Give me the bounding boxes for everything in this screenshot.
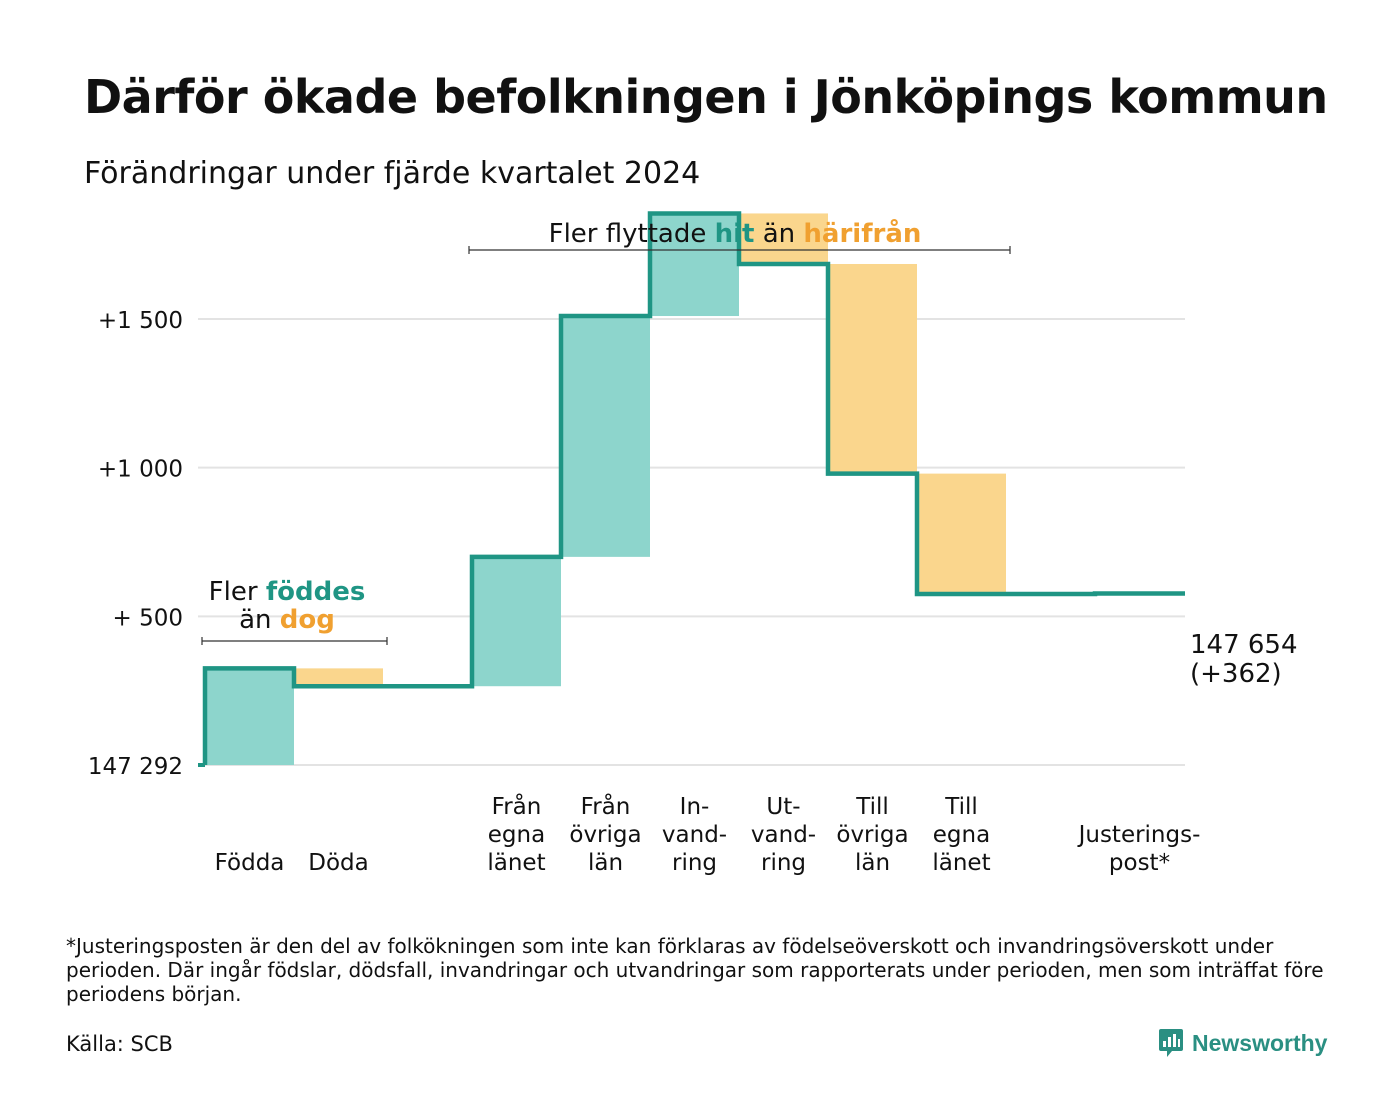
births-annotation-line2: än dog (239, 605, 335, 635)
bar-increase (561, 316, 650, 557)
category-label: Ut- (766, 794, 800, 820)
brand-logo: Newsworthy (1158, 1028, 1327, 1058)
bar-decrease (739, 213, 828, 264)
y-tick-label: +1 000 (98, 457, 183, 483)
y-tick-label-base: 147 292 (88, 754, 183, 780)
end-change-label: (+362) (1190, 659, 1282, 689)
end-value-label: 147 654 (1190, 630, 1298, 660)
y-tick-label: + 500 (113, 605, 183, 631)
category-label: Från (581, 792, 631, 820)
category-label: In- (680, 794, 710, 820)
category-label: ring (761, 850, 806, 876)
source-label: Källa: SCB (66, 1032, 173, 1056)
category-label: Döda (308, 850, 368, 876)
category-label: län (855, 850, 890, 876)
bar-increase (472, 556, 561, 687)
category-label: egna (933, 822, 990, 848)
bar-chart-speech-bubble-icon (1159, 1029, 1183, 1057)
category-label: vand- (662, 822, 727, 848)
category-label: länet (487, 850, 545, 876)
category-label: övriga (836, 822, 908, 848)
bar-decrease (294, 668, 383, 687)
bar-increase (650, 213, 739, 317)
births-annotation-line1: Fler föddes (209, 577, 366, 607)
category-label: länet (932, 850, 990, 876)
births-annotation-prefix: Fler (209, 577, 266, 607)
migration-annotation-highlight-harifran: härifrån (803, 217, 921, 249)
births-annotation-highlight: föddes (266, 577, 366, 607)
deaths-annotation-prefix: än (239, 605, 280, 635)
bar-decrease (828, 263, 917, 474)
migration-annotation: Fler flyttade hit än härifrån (549, 217, 922, 249)
category-label: Från (492, 792, 542, 820)
chart-title: Därför ökade befolkningen i Jönköpings k… (84, 70, 1328, 124)
births-bracket (201, 637, 388, 645)
line-layer (198, 211, 1185, 767)
series-line (202, 211, 1185, 765)
category-label: post* (1109, 850, 1170, 876)
category-label: vand- (751, 822, 816, 848)
category-label: övriga (569, 822, 641, 848)
migration-annotation-highlight-hit: hit (715, 219, 755, 249)
category-label: ring (672, 850, 717, 876)
category-label: län (588, 850, 623, 876)
migration-annotation-middle: än (754, 219, 803, 249)
bar-increase (205, 668, 294, 765)
deaths-annotation-highlight: dog (280, 605, 335, 635)
migration-annotation-prefix: Fler flyttade (549, 219, 715, 249)
footnote: *Justeringsposten är den del av folkökni… (66, 934, 1324, 1006)
category-label: Till (855, 794, 889, 820)
category-label: Justerings- (1077, 822, 1201, 848)
bar-layer (205, 213, 1184, 765)
y-tick-label: +1 500 (98, 308, 183, 334)
category-label: Födda (215, 850, 285, 876)
migration-bracket (468, 246, 1011, 254)
chart-subtitle: Förändringar under fjärde kvartalet 2024 (84, 156, 701, 191)
bar-decrease (917, 473, 1006, 595)
category-label: egna (488, 822, 545, 848)
category-label: Till (944, 794, 978, 820)
brand-name: Newsworthy (1192, 1029, 1328, 1056)
grid-layer (198, 318, 1185, 766)
